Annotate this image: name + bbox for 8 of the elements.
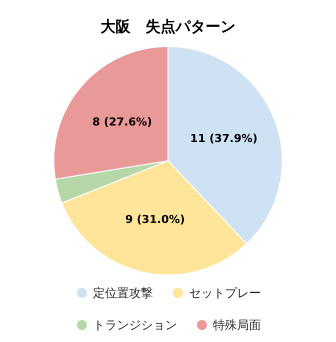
legend-label: 特殊局面 [213, 318, 261, 332]
data-label: 8 (27.6%) [92, 115, 152, 128]
legend-label: 定位置攻撃 [93, 286, 153, 300]
legend-label: トランジション [93, 318, 177, 332]
data-label: 11 (37.9%) [190, 132, 258, 145]
data-label: 9 (31.0%) [125, 212, 185, 226]
chart-title: 大阪 失点パターン [100, 18, 236, 36]
legend-label: セットプレー [189, 286, 261, 300]
